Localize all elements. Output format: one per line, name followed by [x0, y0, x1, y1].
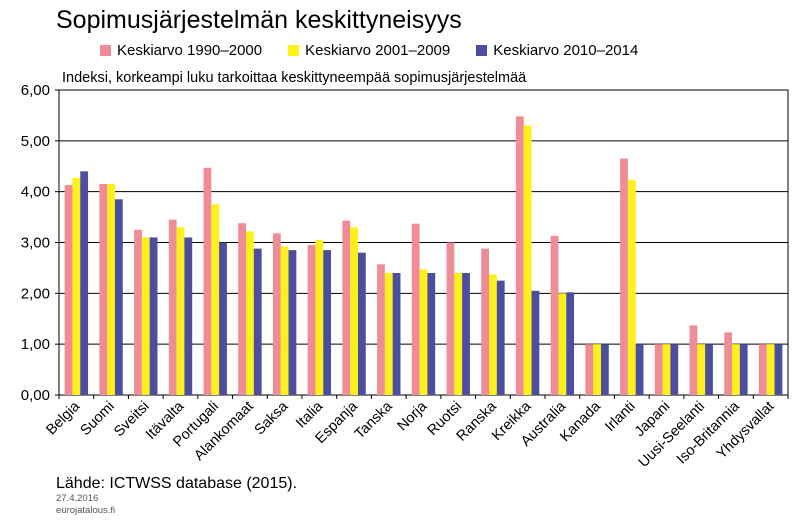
bar	[168, 219, 177, 395]
bar	[739, 344, 748, 395]
bar	[635, 344, 644, 395]
bar	[758, 344, 767, 395]
bar	[253, 248, 262, 395]
legend-item-series-2: Keskiarvo 2001–2009	[288, 42, 450, 59]
bar	[454, 273, 463, 395]
publish-date: 27.4.2016	[56, 493, 99, 504]
bar	[766, 344, 775, 395]
bar	[697, 344, 706, 395]
legend-label-series-2: Keskiarvo 2001–2009	[305, 42, 451, 59]
bar	[558, 293, 567, 395]
bar	[203, 167, 212, 395]
legend-item-series-1: Keskiarvo 1990–2000	[100, 42, 262, 59]
bar	[689, 325, 698, 395]
bar	[323, 250, 332, 395]
legend-item-series-3: Keskiarvo 2010–2014	[476, 42, 638, 59]
bar	[280, 246, 289, 395]
bar	[585, 344, 594, 395]
x-tick-label: Kanada	[557, 398, 604, 445]
bar	[531, 290, 540, 395]
bar	[307, 245, 316, 395]
y-tick-label: 2,00	[21, 285, 50, 302]
bar	[496, 280, 505, 395]
legend-swatch-series-1	[100, 45, 111, 56]
bar	[72, 177, 81, 395]
bar	[357, 252, 366, 395]
bar	[489, 274, 497, 395]
site-name: eurojatalous.fi	[56, 505, 116, 516]
bar	[419, 269, 428, 395]
bar	[211, 204, 220, 395]
y-tick-label: 4,00	[21, 184, 50, 201]
bar	[515, 116, 524, 395]
bar	[219, 242, 227, 395]
y-tick-label: 3,00	[21, 235, 50, 252]
y-tick-label: 0,00	[21, 387, 50, 404]
x-tick-label: Saksa	[252, 398, 292, 438]
chart-legend: Keskiarvo 1990–2000 Keskiarvo 2001–2009 …	[100, 42, 664, 59]
chart-title: Sopimusjärjestelmän keskittyneisyys	[56, 6, 462, 34]
bar	[184, 237, 193, 395]
source-note: Lähde: ICTWSS database (2015).	[56, 475, 298, 492]
bar	[342, 220, 351, 395]
bar	[774, 344, 783, 395]
bar	[481, 248, 490, 395]
bar	[350, 227, 358, 395]
bar	[64, 185, 73, 395]
bar	[670, 344, 679, 395]
bar	[654, 344, 663, 395]
legend-label-series-3: Keskiarvo 2010–2014	[493, 42, 639, 59]
bar	[149, 237, 158, 395]
chart-subtitle: Indeksi, korkeampi luku tarkoittaa keski…	[62, 70, 527, 86]
bar	[593, 344, 601, 395]
bar	[272, 233, 281, 395]
legend-label-series-1: Keskiarvo 1990–2000	[117, 42, 263, 59]
bar	[288, 250, 297, 395]
bar	[141, 237, 150, 395]
y-tick-label: 5,00	[21, 133, 50, 150]
bar	[523, 125, 532, 395]
bar	[705, 344, 713, 395]
bar	[732, 344, 740, 395]
bar	[462, 273, 470, 395]
bar	[107, 184, 115, 395]
bar	[80, 171, 89, 395]
bar	[620, 158, 628, 395]
bar	[550, 235, 559, 395]
bar	[392, 273, 401, 395]
bar	[315, 239, 324, 395]
bar	[99, 184, 108, 395]
x-tick-label: Tanska	[352, 398, 396, 442]
bar	[114, 199, 123, 395]
bar	[724, 332, 733, 395]
legend-swatch-series-2	[288, 45, 300, 56]
y-tick-label: 1,00	[21, 336, 50, 353]
bar	[377, 264, 385, 395]
bar	[246, 231, 254, 395]
bar	[134, 229, 142, 395]
bar	[662, 344, 671, 395]
bar	[411, 223, 420, 395]
bar	[238, 223, 247, 395]
bar	[566, 292, 575, 395]
x-tick-label: Suomi	[78, 399, 118, 439]
bar	[427, 273, 436, 395]
bar	[446, 242, 455, 395]
legend-swatch-series-3	[476, 45, 488, 56]
bar	[384, 273, 393, 395]
y-tick-label: 6,00	[21, 82, 50, 99]
bar	[600, 344, 609, 395]
bar	[176, 227, 185, 395]
bar	[627, 179, 636, 395]
